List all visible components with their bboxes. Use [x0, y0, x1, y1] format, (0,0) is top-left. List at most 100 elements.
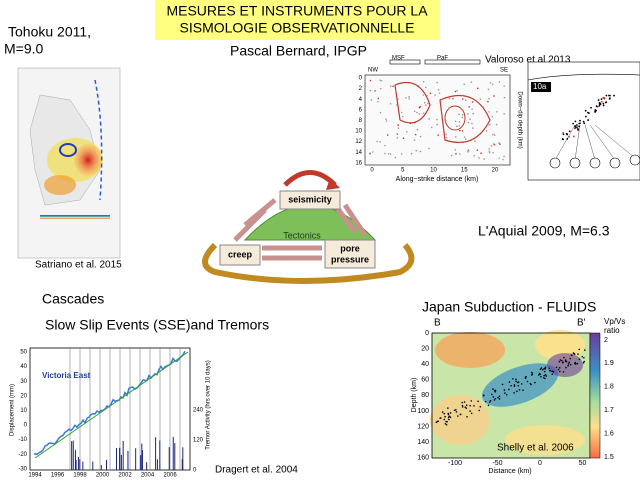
event-dot — [539, 368, 542, 371]
event-dot — [402, 137, 405, 140]
event-dot — [462, 98, 464, 100]
tick-label: 6 — [359, 107, 363, 113]
event-dot — [543, 370, 546, 373]
event-dot — [520, 383, 523, 385]
event-dot — [513, 392, 515, 394]
event-dot — [498, 395, 501, 398]
event-dot — [389, 103, 392, 105]
tick-label: 5 — [401, 168, 405, 174]
fault-label: MSF — [392, 56, 405, 62]
event-dot — [604, 101, 607, 104]
event-dot — [471, 101, 474, 103]
event-dot — [585, 115, 587, 118]
event-dot — [577, 353, 579, 355]
event-dot — [488, 401, 491, 403]
event-dot — [534, 381, 536, 384]
event-dot — [402, 115, 404, 118]
event-dot — [449, 412, 452, 414]
event-dot — [598, 104, 601, 107]
event-dot — [445, 423, 448, 426]
event-dot — [436, 81, 439, 84]
event-dot — [374, 90, 376, 92]
event-dot — [517, 384, 520, 387]
event-dot — [574, 361, 577, 364]
event-dot — [503, 389, 506, 391]
tick-label: 240 — [193, 408, 204, 414]
event-dot — [491, 115, 494, 118]
tick-label: 0 — [538, 460, 542, 467]
event-dot — [465, 407, 468, 409]
event-dot — [484, 400, 487, 403]
event-dot — [472, 127, 474, 129]
event-dot — [414, 133, 417, 136]
event-dot — [469, 404, 471, 407]
event-dot — [572, 122, 575, 125]
event-dot — [492, 151, 494, 154]
event-dot — [498, 398, 501, 400]
tick-label: 12 — [355, 139, 362, 145]
event-dot — [447, 412, 449, 415]
event-dot — [389, 153, 392, 155]
tick-label: 40 — [20, 364, 27, 370]
event-dot — [552, 370, 555, 373]
event-dot — [588, 112, 590, 115]
event-dot — [582, 120, 585, 123]
event-dot — [598, 103, 601, 106]
event-dot — [400, 153, 403, 155]
event-dot — [454, 136, 457, 138]
event-dot — [396, 133, 399, 135]
event-dot — [543, 374, 545, 377]
event-dot — [392, 85, 394, 88]
event-dot — [568, 136, 570, 138]
event-dot — [400, 111, 403, 114]
event-dot — [469, 410, 471, 412]
event-dot — [503, 85, 505, 87]
tick-label: 1.6 — [604, 430, 614, 437]
event-dot — [573, 127, 576, 130]
event-dot — [461, 113, 464, 116]
event-dot — [369, 152, 372, 154]
tick-label: 40 — [421, 361, 429, 368]
plot-label: Victoria East — [42, 371, 91, 380]
event-dot — [494, 397, 497, 400]
event-dot — [470, 412, 473, 415]
event-dot — [485, 130, 488, 132]
event-dot — [441, 411, 444, 413]
event-dot — [576, 126, 578, 129]
tick-label: 1.8 — [604, 384, 614, 391]
event-dot — [473, 405, 475, 407]
event-dot — [478, 157, 480, 159]
event-dot — [600, 98, 603, 101]
event-dot — [566, 138, 569, 140]
fault-label: PaF — [437, 56, 448, 62]
tick-label: 2006 — [163, 473, 177, 479]
tick-label: 14 — [355, 150, 362, 156]
tick-label: 20 — [492, 168, 499, 174]
tick-label: -20 — [18, 452, 27, 458]
event-dot — [466, 415, 468, 418]
event-dot — [456, 90, 458, 92]
event-dot — [385, 118, 387, 120]
event-dot — [384, 144, 386, 147]
event-dot — [385, 120, 388, 122]
credit: Dragert et al. 2004 — [215, 465, 298, 476]
event-dot — [558, 366, 561, 369]
event-dot — [454, 90, 457, 93]
section-title: Cascades — [42, 291, 104, 307]
event-dot — [418, 106, 421, 109]
event-dot — [562, 132, 565, 134]
event-dot — [504, 392, 506, 394]
tick-label: 10 — [20, 408, 27, 414]
cascades-plot — [29, 347, 191, 471]
event-dot — [494, 389, 497, 392]
event-dot — [564, 359, 567, 361]
event-dot — [559, 359, 562, 361]
event-dot — [551, 370, 553, 372]
event-dot — [574, 125, 577, 127]
event-dot — [467, 113, 469, 115]
event-dot — [582, 362, 585, 364]
event-dot — [414, 121, 416, 124]
event-dot — [490, 393, 493, 396]
event-dot — [525, 375, 527, 378]
